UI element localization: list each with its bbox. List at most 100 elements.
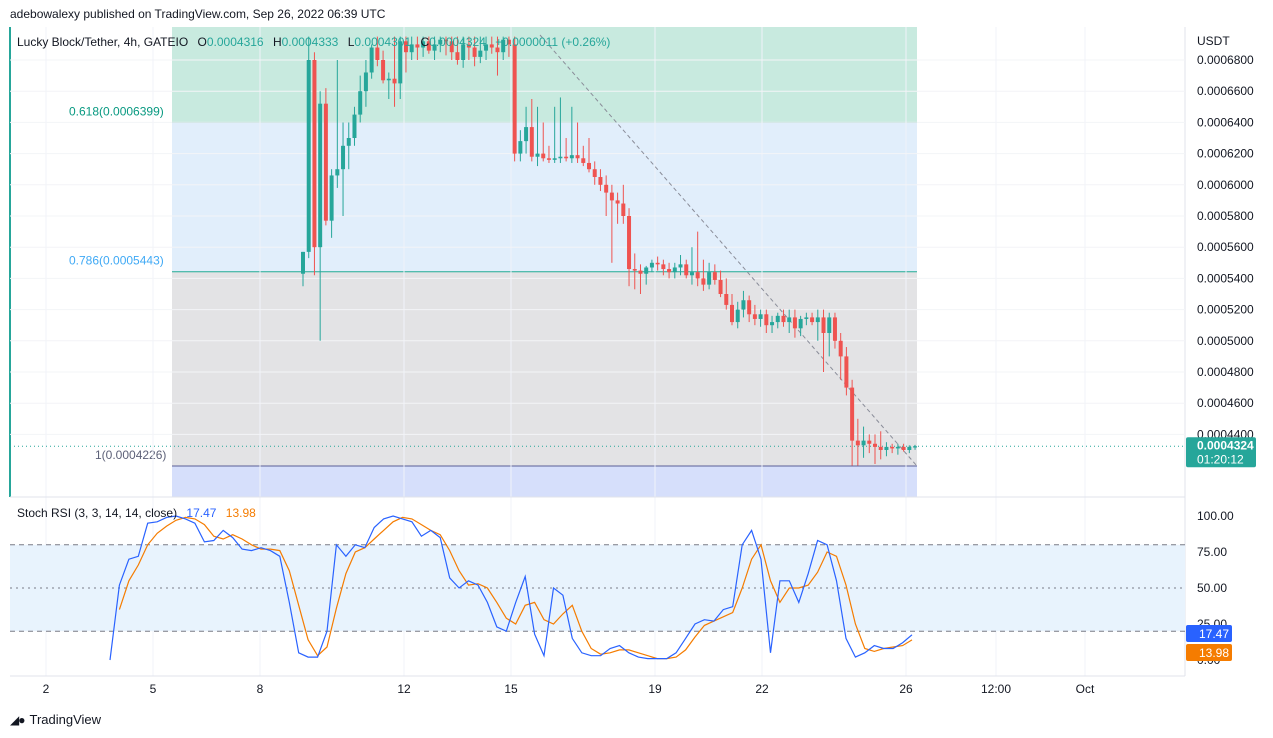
candle	[752, 304, 757, 326]
candle	[815, 309, 820, 341]
candle	[810, 312, 815, 326]
candle-body	[873, 443, 877, 447]
candle	[403, 36, 408, 73]
candle-body	[689, 272, 694, 276]
candle-body	[489, 44, 494, 48]
candle	[878, 431, 883, 460]
stoch-d-tag	[1186, 644, 1232, 661]
price-tick-label: 0.0004800	[1197, 365, 1254, 379]
candle-body	[838, 340, 843, 357]
candle-body	[878, 446, 883, 450]
candle	[409, 36, 414, 60]
candle	[421, 36, 426, 57]
candle-body	[335, 169, 340, 176]
price-tick-label: 0.0006800	[1197, 53, 1254, 67]
candle-body	[472, 47, 477, 57]
candle	[781, 309, 786, 327]
candle	[850, 379, 855, 466]
candle	[472, 36, 477, 67]
time-tick-label: 22	[755, 682, 769, 696]
candle	[873, 434, 877, 465]
rsi-tick-label: 50.00	[1197, 581, 1227, 595]
footer-brand[interactable]: ◢● TradingView	[10, 712, 101, 727]
candle-body	[552, 158, 557, 160]
candle	[346, 122, 351, 170]
candle-body	[815, 317, 820, 323]
stoch-k-line	[109, 515, 913, 661]
candle-body	[312, 60, 317, 248]
candle	[598, 169, 603, 192]
candle	[627, 208, 632, 287]
price-tick-label: 0.0006000	[1197, 178, 1254, 192]
candle	[718, 270, 723, 298]
candle	[855, 418, 860, 466]
candle-body	[569, 155, 574, 159]
candle	[386, 72, 391, 99]
candle	[707, 262, 712, 290]
price-tick-label: 0.0006200	[1197, 147, 1254, 161]
candle-body	[432, 44, 437, 51]
candle-body	[655, 262, 660, 265]
candle	[884, 442, 889, 457]
candle	[792, 309, 797, 338]
high-value: 0.0004333	[282, 35, 339, 49]
candle	[575, 122, 580, 163]
candle-body	[627, 216, 632, 270]
candle	[907, 445, 912, 454]
candles	[301, 36, 918, 466]
candle-body	[804, 317, 809, 319]
candle	[689, 247, 694, 285]
candle-body	[661, 264, 666, 270]
countdown-value: 01:20:12	[1197, 452, 1244, 466]
candle	[638, 264, 643, 294]
candle	[569, 106, 574, 163]
candle	[649, 259, 654, 273]
candle-body	[392, 78, 397, 84]
candle	[701, 259, 706, 291]
candle-body	[352, 114, 357, 138]
candle-body	[478, 50, 483, 57]
candle	[335, 60, 340, 188]
candle	[478, 36, 483, 64]
candle-body	[501, 39, 506, 53]
candle-body	[587, 162, 591, 170]
candle	[913, 444, 918, 450]
fib-label-0618: 0.618(0.0006399)	[69, 105, 164, 119]
tradingview-logo-icon: ◢●	[10, 712, 26, 727]
candle	[466, 36, 471, 60]
candle-body	[764, 314, 769, 326]
candle-body	[398, 41, 403, 84]
candle	[558, 97, 563, 163]
candle	[449, 36, 454, 60]
candle-body	[770, 322, 775, 326]
candle	[684, 259, 689, 279]
footer-brand-label: TradingView	[29, 712, 102, 727]
candle-body	[518, 141, 523, 154]
time-tick-label: 15	[504, 682, 518, 696]
candle	[375, 36, 380, 67]
rsi-band	[10, 544, 1185, 632]
candle	[838, 333, 843, 380]
candle	[758, 309, 763, 327]
candle-body	[913, 446, 918, 448]
candle-body	[781, 315, 786, 323]
candle-body	[466, 44, 471, 48]
candle	[615, 192, 620, 224]
candle-body	[535, 153, 540, 157]
candle	[432, 36, 437, 60]
candle	[461, 36, 466, 68]
fib-zone-1	[172, 271, 917, 466]
candle-body	[346, 138, 351, 146]
time-tick-label: 19	[648, 682, 662, 696]
price-tick-label: 0.0006600	[1197, 84, 1254, 98]
candle	[524, 106, 529, 154]
candle-body	[907, 446, 912, 450]
candle	[552, 106, 557, 163]
candle	[546, 145, 551, 163]
time-tick-label: 26	[899, 682, 913, 696]
candle	[581, 145, 586, 167]
candle-body	[421, 41, 426, 48]
candle-body	[735, 309, 740, 323]
candle-body	[403, 41, 408, 53]
